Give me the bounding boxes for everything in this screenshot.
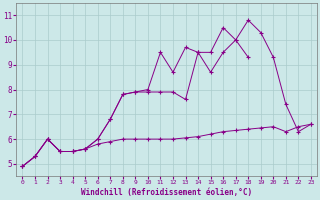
X-axis label: Windchill (Refroidissement éolien,°C): Windchill (Refroidissement éolien,°C) [81, 188, 252, 197]
